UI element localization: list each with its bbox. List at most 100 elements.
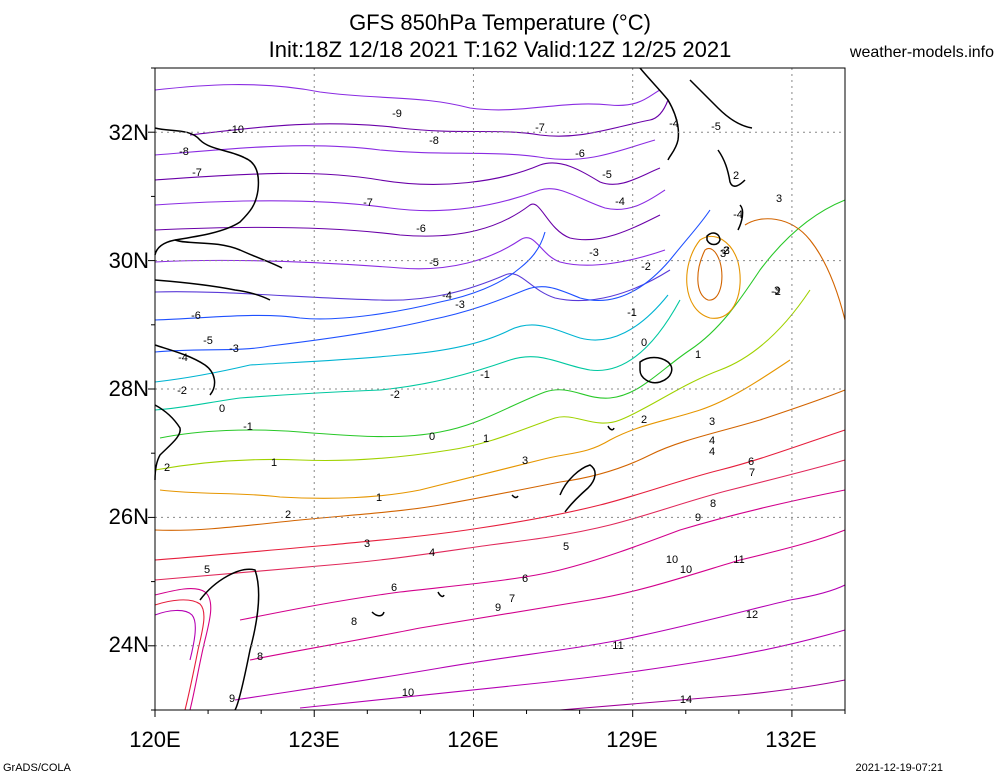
contour-label: 3 — [364, 538, 370, 550]
isotherm-line — [697, 247, 723, 301]
contour-label: 2 — [733, 170, 739, 182]
site-label: weather-models.info — [849, 44, 994, 61]
lat-label-26n: 26N — [108, 504, 149, 529]
contour-label: 6 — [748, 456, 754, 468]
contour-label: 3 — [709, 416, 715, 428]
isotherm-line — [154, 294, 669, 383]
contour-label: 7 — [749, 467, 755, 479]
contour-label: 1 — [695, 349, 701, 361]
chart-subtitle: Init:18Z 12/18 2021 T:162 Valid:12Z 12/2… — [268, 37, 732, 62]
lon-label-129e: 129E — [606, 727, 658, 752]
contour-label: 8 — [710, 498, 716, 510]
contour-label: -6 — [575, 148, 585, 160]
contour-label: 1 — [483, 433, 489, 445]
contour-label: 3 — [522, 455, 528, 467]
coastline — [154, 404, 181, 481]
contour-label: -2 — [641, 261, 651, 273]
isotherm-line — [154, 609, 196, 661]
coastline — [154, 127, 260, 256]
contour-label: 10 — [666, 554, 678, 566]
contour-label: 8 — [257, 651, 263, 663]
contour-label: 0 — [219, 403, 225, 415]
contour-label: -2 — [771, 286, 781, 298]
isotherm-line — [154, 188, 666, 212]
contour-label: 3 — [720, 248, 726, 260]
contour-label: -10 — [228, 124, 244, 136]
lat-label-24n: 24N — [108, 632, 149, 657]
contour-label: -8 — [429, 135, 439, 147]
lon-label-126e: 126E — [447, 727, 499, 752]
contour-label: 7 — [509, 593, 515, 605]
lon-label-132e: 132E — [765, 727, 817, 752]
contour-label: 6 — [522, 573, 528, 585]
isotherm-line — [154, 139, 656, 160]
coastline — [639, 356, 673, 384]
contour-label: -6 — [416, 223, 426, 235]
isotherm-line — [154, 429, 846, 561]
isotherm-line — [249, 529, 846, 661]
coastline — [437, 591, 445, 598]
isotherm-line — [189, 99, 669, 137]
contour-label: -4 — [615, 196, 625, 208]
contour-labels: -10-9-8-8-7-7-7-6-6-6-5-5-5-5-4-4-4-4-4-… — [164, 108, 782, 706]
contour-label: 10 — [680, 564, 692, 576]
isotherm-line — [299, 629, 846, 709]
contour-label: 4 — [709, 446, 715, 458]
isotherm-line — [154, 599, 205, 711]
contour-label: -1 — [480, 369, 490, 381]
contour-label: 0 — [641, 337, 647, 349]
contour-label: 2 — [164, 462, 170, 474]
contour-label: -6 — [191, 310, 201, 322]
contour-label: -3 — [229, 343, 239, 355]
contour-label: 9 — [695, 512, 701, 524]
contour-label: -4 — [178, 352, 188, 364]
graticule — [155, 68, 845, 710]
isotherm-line — [154, 269, 671, 302]
isotherm-line — [154, 299, 681, 411]
lat-label-30n: 30N — [108, 248, 149, 273]
contour-label: -3 — [589, 247, 599, 259]
contour-label: -9 — [392, 108, 402, 120]
contour-label: 9 — [229, 693, 235, 705]
isotherm-line — [154, 289, 811, 471]
contour-label: 3 — [774, 285, 780, 297]
isotherm-line — [154, 237, 666, 270]
contour-label: 4 — [709, 435, 715, 447]
contour-label: -4 — [733, 209, 743, 221]
isotherm-line — [154, 209, 711, 353]
isotherm-line — [154, 162, 661, 185]
axis-ticks — [148, 67, 846, 717]
contour-label: 1 — [376, 492, 382, 504]
coastlines — [154, 67, 753, 711]
isotherm-line — [159, 199, 846, 439]
contour-label: -1 — [627, 307, 637, 319]
contour-label: -5 — [203, 335, 213, 347]
coastline — [639, 67, 680, 161]
lon-label-120e: 120E — [129, 727, 181, 752]
contour-label: 2 — [641, 414, 647, 426]
coastline — [174, 239, 283, 269]
isotherm-line — [154, 84, 661, 111]
lat-label-32n: 32N — [108, 120, 149, 145]
contour-label: 3 — [776, 193, 782, 205]
contour-label: 1 — [271, 457, 277, 469]
coastline — [607, 425, 615, 431]
contour-label: 6 — [391, 582, 397, 594]
contour-label: 8 — [351, 616, 357, 628]
contour-label: -4 — [669, 118, 679, 130]
lat-label-28n: 28N — [108, 376, 149, 401]
contour-label: 4 — [429, 547, 435, 559]
contour-label: -5 — [711, 121, 721, 133]
lon-label-123e: 123E — [288, 727, 340, 752]
contour-label: -3 — [720, 245, 730, 257]
contour-label: 11 — [612, 640, 623, 652]
contour-label: 14 — [680, 694, 692, 706]
coastline — [689, 79, 753, 129]
footer-software: GrADS/COLA — [3, 762, 71, 774]
contour-label: -8 — [179, 146, 189, 158]
coastline — [371, 611, 385, 617]
coastline — [199, 568, 260, 711]
contour-label: 11 — [733, 554, 744, 566]
isotherm-line — [154, 588, 212, 711]
